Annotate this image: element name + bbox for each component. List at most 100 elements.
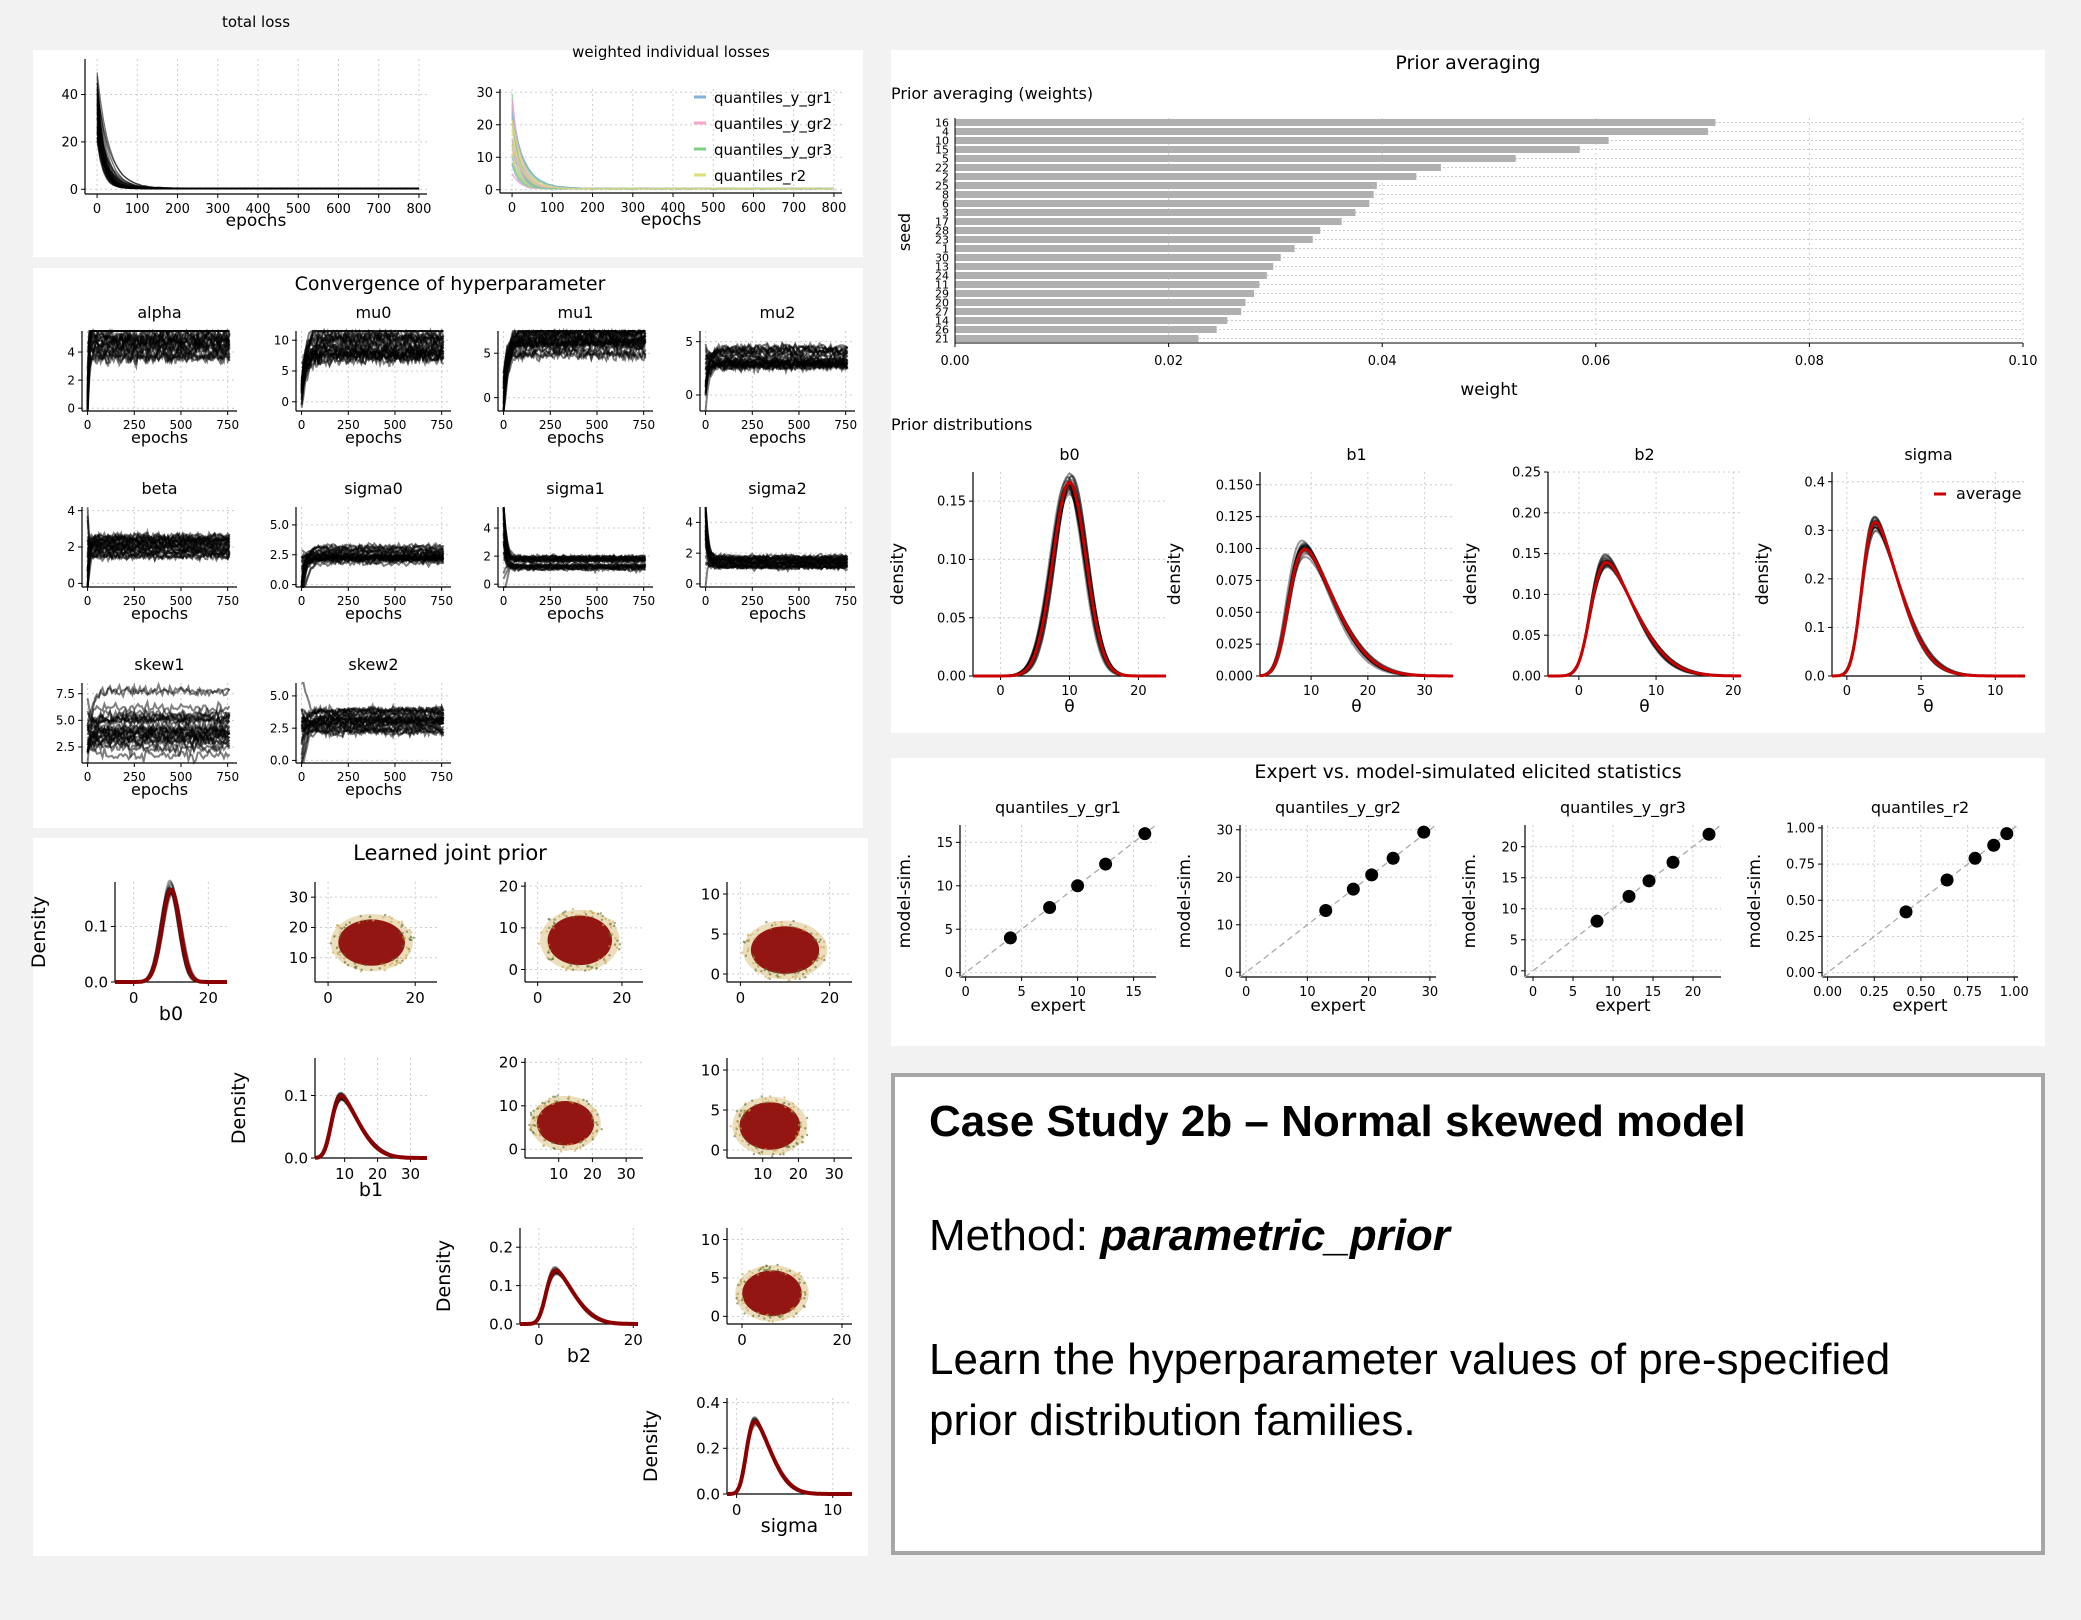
joint-sample-point [595, 963, 598, 966]
joint-sample-point [535, 1107, 539, 1111]
joint-sample-point [764, 1147, 767, 1151]
x-tick-label: 250 [337, 770, 360, 784]
joint-sample-point [529, 1111, 533, 1115]
weight-bar [955, 200, 1370, 207]
joint-sample-point [771, 1320, 774, 1323]
joint-sample-point [556, 1094, 559, 1097]
joint-sample-point [562, 1146, 565, 1149]
x-axis-label: epochs [547, 428, 604, 447]
x-tick-label: 500 [286, 202, 311, 217]
x-axis-label: θ [1923, 697, 1933, 717]
seed-label: 3 [942, 207, 949, 220]
seed-density-line [115, 887, 227, 983]
joint-sample-cloud [536, 1101, 595, 1146]
x-tick-label: 0 [736, 989, 746, 1007]
joint-sample-point [404, 957, 408, 960]
joint-sample-point [618, 943, 622, 946]
x-tick-label: 10 [1605, 985, 1622, 1000]
joint-sample-point [767, 1100, 770, 1103]
hyperparameter-trace [502, 534, 646, 572]
y-tick-label: 5 [710, 925, 720, 943]
x-tick-label: 15 [1645, 985, 1662, 1000]
joint-sample-point [794, 972, 797, 975]
joint-sample-point [401, 923, 404, 926]
y-tick-label: 0.000 [1216, 670, 1253, 685]
weight-bar [955, 155, 1516, 162]
joint-sample-point [596, 912, 600, 916]
joint-sample-point [776, 1268, 780, 1272]
joint-sample-point [738, 1133, 742, 1137]
conv-mu0-chart: 0 250 500 750 0 5 10 mu0 epochs [274, 303, 453, 447]
hyperparameter-trace [300, 709, 445, 735]
y-tick-label: 0 [485, 183, 493, 198]
joint-sample-point [540, 931, 543, 934]
y-tick-label: 0.25 [1512, 466, 1541, 481]
seed-density-line [1548, 557, 1741, 677]
seed-density-line [973, 475, 1166, 677]
hyperparameter-trace [86, 719, 230, 753]
joint-sample-point [756, 928, 760, 932]
joint-sample-point [608, 918, 611, 922]
joint-sample-point [805, 970, 808, 974]
chart-title: Prior averaging (weights) [891, 84, 1093, 103]
x-tick-label: 750 [216, 594, 239, 608]
joint-sample-point [552, 1102, 555, 1105]
joint-sample-point [788, 979, 791, 982]
x-tick-label: 250 [123, 770, 146, 784]
x-axis-label: b1 [359, 1179, 383, 1201]
joint-sample-point [405, 946, 408, 949]
joint-sample-point [760, 1095, 763, 1098]
weight-bar [955, 272, 1267, 279]
joint-sample-point [369, 915, 372, 918]
seed-density-line [115, 888, 227, 983]
joint-sample-point [537, 1127, 541, 1130]
x-tick-label: 0.25 [1860, 985, 1889, 1000]
conv-skew1-chart: 0 250 500 750 2.5 5.0 7.5 skew1 epochs [56, 655, 239, 799]
joint-sample-point [772, 1148, 775, 1152]
x-axis-label: b0 [159, 1003, 183, 1025]
weight-bar [955, 164, 1441, 171]
joint-sample-point [591, 1131, 595, 1135]
x-axis-label: θ [1351, 697, 1361, 717]
seed-density-line [1548, 555, 1741, 677]
joint-sample-point [587, 968, 591, 972]
case-study-box: Case Study 2b – Normal skewed model Meth… [891, 1073, 2045, 1555]
average-density-line [314, 1093, 427, 1160]
joint-sample-point [767, 1320, 770, 1323]
joint-sample-point [403, 938, 406, 941]
joint-sample-point [790, 1307, 793, 1311]
x-tick-label: 20 [368, 1165, 387, 1183]
seed-density-line [115, 889, 227, 983]
x-tick-label: 5 [1017, 985, 1025, 1000]
joint-sample-point [765, 920, 768, 924]
y-tick-label: 10 [289, 949, 308, 967]
joint-sample-point [737, 1299, 741, 1302]
chart-title: sigma0 [344, 479, 403, 498]
y-tick-label: 2 [67, 373, 75, 387]
joint-sample-point [801, 1140, 805, 1144]
weight-bar [955, 308, 1242, 315]
x-tick-label: 0 [702, 418, 710, 432]
y-tick-label: 0.0 [489, 1315, 513, 1333]
y-tick-label: 0 [710, 1141, 720, 1159]
y-tick-label: 0.050 [1216, 606, 1253, 621]
joint-sample-point [812, 937, 816, 941]
x-tick-label: 800 [822, 201, 847, 216]
seed-label: 4 [942, 126, 949, 139]
joint-sample-point [608, 922, 612, 926]
joint-sample-point [357, 921, 361, 924]
chart-title: sigma1 [546, 479, 605, 498]
joint-sample-point [338, 950, 341, 954]
weight-bar [955, 290, 1255, 297]
elicited-point [1099, 857, 1113, 871]
joint-sample-point [814, 965, 817, 969]
seed-density-line [1259, 551, 1453, 677]
weight-bar [955, 263, 1274, 270]
joint-sample-point [823, 958, 826, 962]
seed-label: 5 [942, 153, 949, 166]
joint-sample-point [759, 1267, 762, 1271]
joint-b0-sigma-chart: 0 20 0 5 10 [701, 882, 852, 1007]
x-tick-label: 100 [125, 202, 150, 217]
joint-sample-point [770, 924, 774, 927]
weight-bar [955, 173, 1417, 180]
